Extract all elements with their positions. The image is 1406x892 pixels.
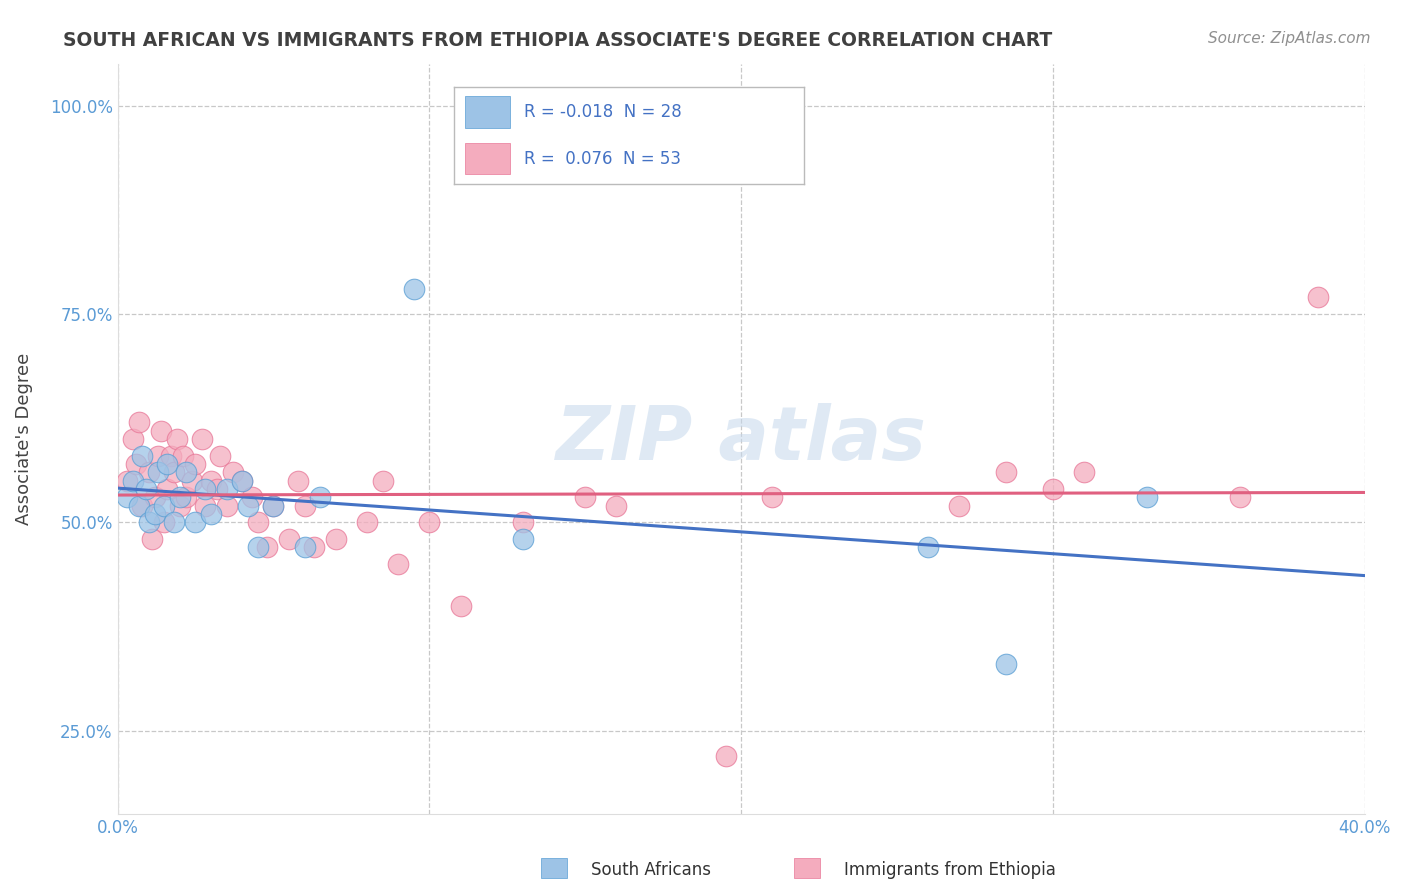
Point: [761, 491, 783, 505]
Point: [141, 532, 163, 546]
Point: [238, 499, 260, 513]
Point: [122, 474, 145, 488]
Point: [287, 474, 309, 488]
Point: [115, 491, 138, 505]
Point: [174, 491, 197, 505]
Text: SOUTH AFRICAN VS IMMIGRANTS FROM ETHIOPIA ASSOCIATE'S DEGREE CORRELATION CHART: SOUTH AFRICAN VS IMMIGRANTS FROM ETHIOPI…: [63, 31, 1053, 50]
Text: Immigrants from Ethiopia: Immigrants from Ethiopia: [844, 861, 1056, 879]
Point: [387, 557, 409, 571]
Point: [605, 499, 627, 513]
Point: [995, 657, 1018, 671]
Point: [156, 482, 179, 496]
Point: [948, 499, 970, 513]
Point: [163, 516, 186, 530]
Point: [574, 491, 596, 505]
Point: [262, 499, 284, 513]
Point: [135, 482, 157, 496]
Point: [1073, 466, 1095, 480]
Text: ZIP atlas: ZIP atlas: [555, 402, 927, 475]
Point: [184, 457, 207, 471]
Point: [207, 482, 229, 496]
Point: [138, 466, 160, 480]
Point: [278, 532, 301, 546]
Point: [294, 499, 316, 513]
Point: [302, 541, 325, 555]
Point: [356, 516, 378, 530]
Point: [169, 499, 191, 513]
Y-axis label: Associate's Degree: Associate's Degree: [15, 353, 32, 525]
Point: [1229, 491, 1251, 505]
Point: [172, 449, 194, 463]
Point: [371, 474, 394, 488]
Text: Source: ZipAtlas.com: Source: ZipAtlas.com: [1208, 31, 1371, 46]
Point: [512, 532, 534, 546]
Point: [1306, 290, 1329, 304]
Point: [128, 499, 150, 513]
Point: [215, 499, 238, 513]
Point: [402, 282, 425, 296]
Point: [418, 516, 440, 530]
Point: [150, 424, 173, 438]
Point: [125, 457, 148, 471]
Point: [146, 449, 169, 463]
Point: [209, 449, 232, 463]
Point: [131, 499, 153, 513]
Point: [512, 516, 534, 530]
Point: [169, 491, 191, 505]
Point: [143, 507, 166, 521]
Point: [240, 491, 263, 505]
Point: [200, 474, 222, 488]
Point: [194, 499, 217, 513]
Point: [1135, 491, 1157, 505]
Point: [1042, 482, 1064, 496]
Point: [450, 599, 472, 613]
Point: [246, 516, 269, 530]
Point: [159, 449, 181, 463]
Point: [153, 499, 176, 513]
Point: [138, 516, 160, 530]
Point: [714, 748, 737, 763]
Point: [174, 466, 197, 480]
Point: [917, 541, 939, 555]
Point: [115, 474, 138, 488]
Point: [231, 474, 253, 488]
Point: [166, 432, 188, 446]
Point: [143, 491, 166, 505]
Point: [190, 432, 212, 446]
Point: [156, 457, 179, 471]
Point: [215, 482, 238, 496]
Point: [995, 466, 1018, 480]
Point: [262, 499, 284, 513]
Point: [325, 532, 347, 546]
Point: [194, 482, 217, 496]
Point: [128, 416, 150, 430]
Text: South Africans: South Africans: [591, 861, 710, 879]
Point: [184, 516, 207, 530]
Point: [294, 541, 316, 555]
Point: [200, 507, 222, 521]
Point: [146, 466, 169, 480]
Point: [181, 474, 204, 488]
Point: [256, 541, 278, 555]
Point: [231, 474, 253, 488]
Point: [131, 449, 153, 463]
Point: [122, 432, 145, 446]
Point: [153, 516, 176, 530]
Point: [246, 541, 269, 555]
Point: [163, 466, 186, 480]
Point: [222, 466, 245, 480]
Point: [309, 491, 332, 505]
